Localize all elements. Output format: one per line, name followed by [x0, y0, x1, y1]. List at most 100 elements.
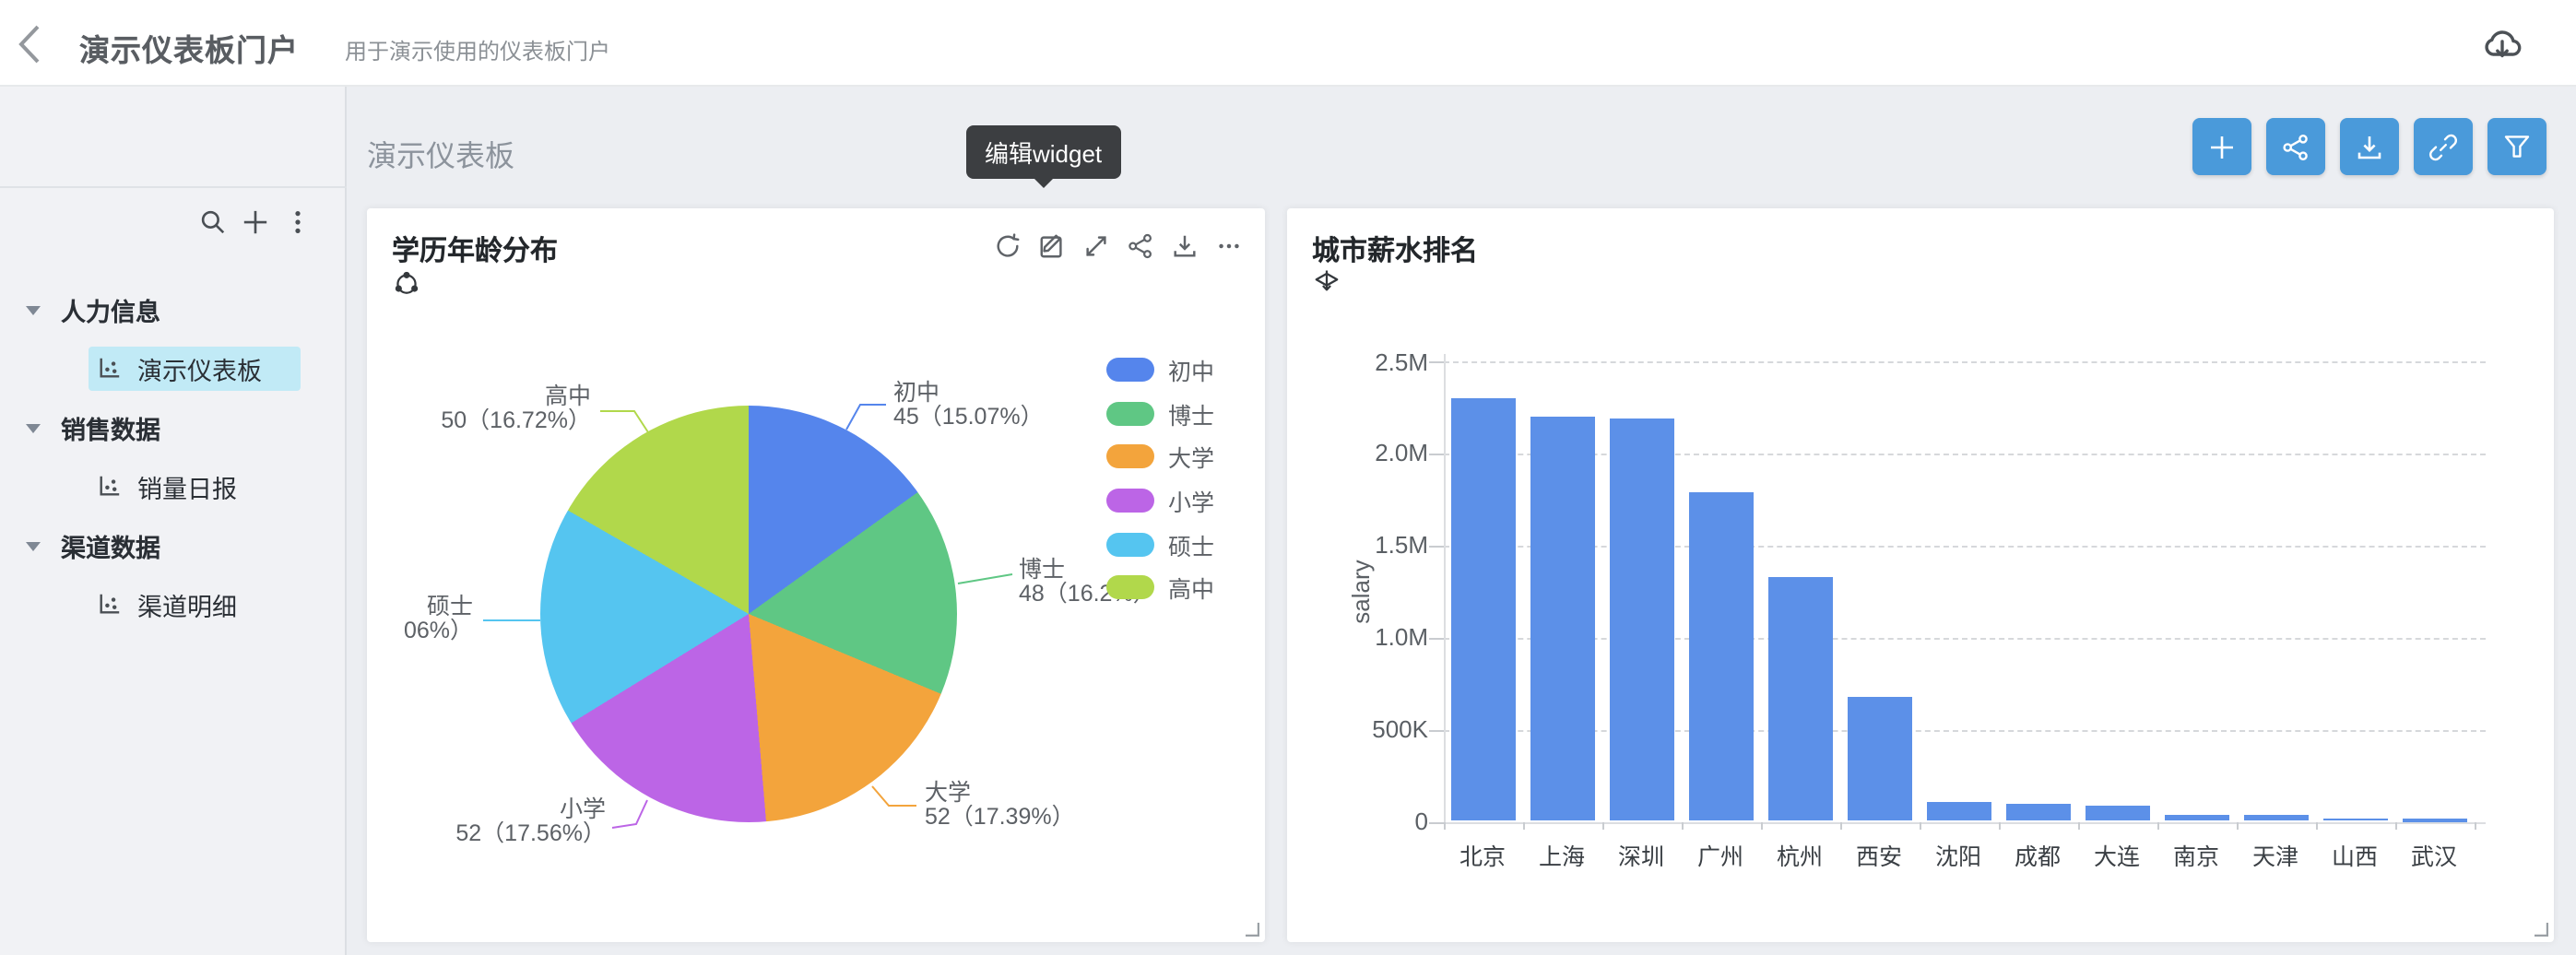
legend-item-初中[interactable]: 初中: [1105, 348, 1214, 391]
link-icon: [2428, 133, 2458, 160]
pie-label-高中: 高中 50（16.72%）: [441, 383, 591, 433]
x-tick-label: 上海: [1538, 843, 1585, 869]
resize-handle[interactable]: [1245, 922, 1259, 937]
x-tick-mark: [1443, 821, 1445, 829]
gridline: [1443, 361, 2485, 363]
y-tick-mark: [1428, 637, 1443, 640]
refresh-icon[interactable]: [994, 231, 1022, 259]
add-widget-button[interactable]: [2192, 118, 2251, 175]
x-tick-mark: [1601, 821, 1603, 829]
dashboard-toolbar: [2192, 118, 2546, 175]
bar-深圳[interactable]: [1609, 418, 1673, 821]
y-tick-label: 0: [1414, 808, 1428, 835]
legend-label: 高中: [1168, 577, 1215, 604]
x-tick-mark: [2315, 821, 2317, 829]
export-icon[interactable]: [1171, 231, 1199, 259]
x-tick-mark: [1760, 821, 1762, 829]
x-tick-label: 深圳: [1617, 843, 1664, 869]
cloud-download-icon[interactable]: [2480, 20, 2524, 65]
y-tick-mark: [1428, 453, 1443, 455]
link-button[interactable]: [2414, 118, 2473, 175]
x-tick-mark: [1998, 821, 2000, 829]
x-tick-mark: [2236, 821, 2238, 829]
legend-label: 博士: [1168, 403, 1215, 430]
page-subtitle: 用于演示使用的仪表板门户: [345, 39, 611, 65]
bar-上海[interactable]: [1530, 416, 1594, 821]
y-tick-label: 1.5M: [1375, 531, 1428, 560]
pie-chart-card: 学历年龄分布 初中 45（15.07%） 博士: [366, 207, 1265, 942]
y-axis-line: [1443, 354, 1445, 821]
legend-label: 初中: [1168, 359, 1215, 385]
filter-button[interactable]: [2487, 118, 2546, 175]
bar-chart-card: 城市薪水排名 salary 2.5M 2.0M 1.5M 1.0M 500K 0 北京 上海深…: [1286, 207, 2554, 942]
pie-label-硕士: 硕士 06%）: [403, 593, 473, 643]
caret-down-icon[interactable]: [26, 305, 41, 314]
bar-山西[interactable]: [2322, 818, 2387, 821]
resize-handle[interactable]: [2534, 922, 2548, 937]
bar-北京[interactable]: [1450, 397, 1515, 821]
export-button[interactable]: [2340, 118, 2399, 175]
y-tick-mark: [1428, 545, 1443, 548]
bar-西安[interactable]: [1847, 697, 1911, 821]
legend-swatch: [1105, 401, 1153, 426]
x-tick-mark: [2474, 821, 2476, 829]
tree-group-1[interactable]: 销售数据: [26, 406, 160, 450]
pie-chart[interactable]: [540, 406, 957, 823]
caret-down-icon[interactable]: [26, 423, 41, 432]
header: 演示仪表板门户 用于演示使用的仪表板门户: [0, 0, 2576, 87]
page-title: 演示仪表板门户: [79, 35, 299, 68]
bar-广州[interactable]: [1688, 491, 1753, 821]
y-tick-label: 1.0M: [1375, 623, 1428, 652]
legend-swatch: [1105, 575, 1153, 600]
bar-沈阳[interactable]: [1926, 802, 1991, 821]
edit-widget-icon[interactable]: [1038, 231, 1066, 259]
sidebar: 人力信息演示仪表板销售数据销量日报渠道数据渠道明细: [0, 87, 347, 955]
share-icon[interactable]: [1127, 231, 1154, 259]
share-icon: [2283, 134, 2308, 160]
x-tick-label: 大连: [2093, 843, 2140, 869]
more-vertical-icon[interactable]: [284, 208, 312, 236]
bar-南京[interactable]: [2164, 815, 2228, 821]
tree-item-1-0[interactable]: 销量日报: [88, 464, 300, 508]
bar-武汉[interactable]: [2402, 819, 2466, 821]
drill-down-icon: [1312, 268, 1340, 296]
legend-item-高中[interactable]: 高中: [1105, 566, 1214, 609]
share-button[interactable]: [2266, 118, 2325, 175]
plus-icon: [2211, 136, 2233, 158]
tree-item-0-0[interactable]: 演示仪表板: [88, 346, 300, 390]
x-tick-label: 南京: [2172, 843, 2219, 869]
legend-swatch: [1105, 488, 1153, 513]
x-tick-mark: [1839, 821, 1841, 829]
bar-成都[interactable]: [2005, 803, 2070, 821]
tree-group-2[interactable]: 渠道数据: [26, 524, 160, 568]
legend-item-大学[interactable]: 大学: [1105, 435, 1214, 478]
y-tick-mark: [1428, 821, 1443, 823]
widget-title: 学历年龄分布: [392, 235, 559, 266]
add-icon[interactable]: [242, 208, 269, 236]
y-tick-label: 2.0M: [1375, 439, 1428, 467]
back-button[interactable]: [17, 24, 42, 65]
caret-down-icon[interactable]: [26, 541, 41, 550]
x-tick-label: 广州: [1696, 843, 1743, 869]
tooltip-arrow: [1034, 179, 1053, 188]
bar-chart: 2.5M 2.0M 1.5M 1.0M 500K 0 北京 上海 深圳 广州 杭州 西安 沈阳 成都 大连 南…: [1286, 207, 2554, 942]
bar-大连[interactable]: [2085, 805, 2149, 821]
enlarge-icon[interactable]: [1082, 231, 1110, 259]
x-tick-mark: [2394, 821, 2396, 829]
search-icon[interactable]: [199, 208, 227, 236]
chevron-left-icon: [18, 25, 40, 64]
y-tick-mark: [1428, 361, 1443, 363]
more-icon[interactable]: [1215, 231, 1243, 259]
x-tick-mark: [1681, 821, 1683, 829]
legend-item-小学[interactable]: 小学: [1105, 478, 1214, 522]
x-tick-mark: [1919, 821, 1920, 829]
legend-item-硕士[interactable]: 硕士: [1105, 523, 1214, 566]
legend-item-博士[interactable]: 博士: [1105, 391, 1214, 434]
tree-item-2-0[interactable]: 渠道明细: [88, 582, 300, 626]
tree-group-0[interactable]: 人力信息: [26, 288, 160, 332]
tree-group-label: 渠道数据: [61, 535, 160, 562]
bar-杭州[interactable]: [1767, 576, 1832, 821]
bar-天津[interactable]: [2243, 815, 2308, 821]
widget-toolbar: [994, 231, 1243, 259]
